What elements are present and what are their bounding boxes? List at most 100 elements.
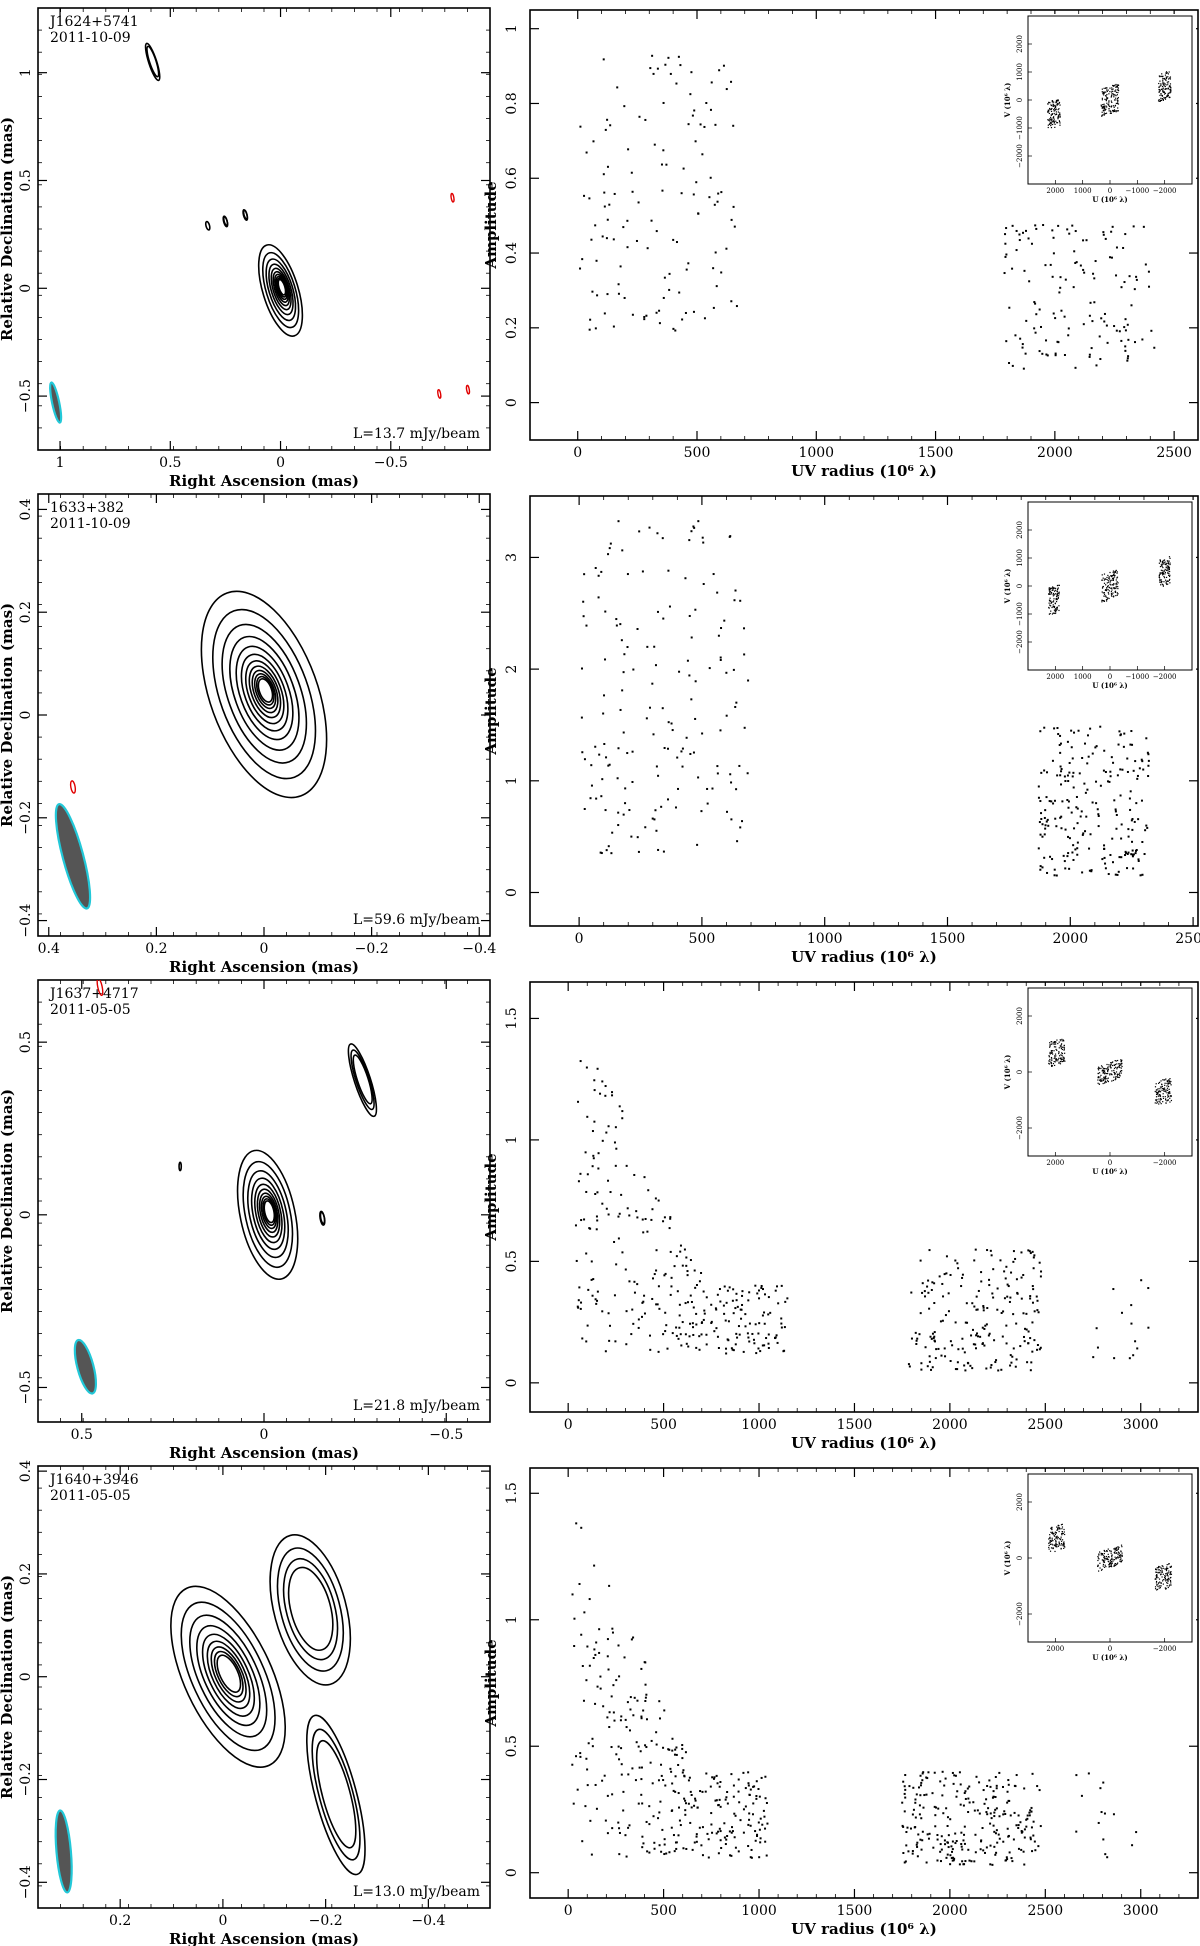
inset-uv-point [1107,1066,1109,1068]
inset-uv-point [1167,567,1169,569]
uv-point [608,1324,611,1327]
inset-uv-point [1158,1095,1160,1097]
uv-point [1147,270,1150,273]
uv-point [758,1795,761,1798]
inset-uv-point [1168,96,1170,98]
uv-point [718,1785,721,1788]
uv-point [579,1755,582,1758]
uv-point [744,1787,747,1790]
uv-point [655,311,658,314]
uv-point [1033,327,1036,330]
uv-point [686,1301,689,1304]
uv-point [619,265,622,268]
inset-uv-point [1114,1563,1117,1565]
uv-point [662,1333,665,1336]
inset-v-tick-label: 0 [1016,1556,1024,1560]
uv-point [734,1814,737,1817]
inset-uv-point [1055,1048,1057,1051]
uv-point [602,712,605,715]
inset-uv-point [1052,612,1054,614]
uv-point [1070,729,1073,732]
uv-point [651,682,654,685]
uv-point [626,752,629,755]
uv-point [1129,808,1132,811]
uv-point [1147,1287,1150,1290]
inset-uv-point [1120,1560,1123,1562]
uv-point [1052,236,1055,239]
uv-point [1007,1783,1010,1786]
uv-point [724,1843,727,1846]
uv-point [575,1259,578,1262]
uv-point [1002,1310,1005,1313]
uv-point [1112,1813,1115,1816]
inset-uv-point [1120,1554,1122,1556]
uv-y-tick-label: 0 [504,888,520,897]
uv-point [594,567,597,570]
uv-point [590,238,593,241]
uv-point [758,1828,761,1831]
inset-uv-point [1102,93,1104,95]
inset-uv-point [1060,1043,1063,1045]
uv-point [1097,825,1100,828]
inset-uv-point [1103,1552,1105,1555]
contour-component-4 [222,216,229,227]
inset-uv-point [1101,97,1103,99]
uv-point [618,1758,621,1761]
observation-date: 2011-10-09 [50,516,131,532]
inset-uv-point [1154,1086,1157,1088]
uv-point [952,1782,955,1785]
uv-point [1137,859,1140,862]
uv-point [914,1801,917,1804]
inset-u-tick-label: −1000 [1125,673,1149,681]
uv-point [1134,852,1137,855]
inset-uv-point [1117,1557,1119,1559]
inset-uv-point [1062,1542,1065,1544]
uv-point [1090,347,1093,350]
uv-point [1075,1774,1078,1777]
inset-uv-point [1052,1053,1054,1055]
uv-point [983,1327,986,1330]
uv-point [609,542,612,545]
uv-point [922,1771,925,1774]
inset-uv-point [1050,1059,1053,1061]
inset-uv-point [1049,1540,1051,1542]
uv-point [747,1782,750,1785]
uv-point [664,63,667,66]
uv-point [630,1638,633,1641]
inset-uv-point [1056,99,1059,102]
uv-point [1042,224,1045,227]
uv-point [687,1779,690,1782]
inset-uv-point [1112,571,1114,574]
inset-uv-point [1063,1048,1065,1050]
inset-uv-point [1113,96,1115,98]
inset-uv-point [1055,120,1057,122]
uv-point [709,108,712,111]
inset-uv-point [1063,1044,1065,1046]
uv-point [944,1777,947,1780]
inset-uv-point [1097,1077,1099,1079]
uv-point [985,1811,988,1814]
uv-point [922,1806,925,1809]
uv-point [1008,1799,1011,1802]
inset-uv-point [1117,97,1119,100]
inset-uv-point [1108,93,1110,95]
uv-point [606,218,609,221]
inset-uv-point [1167,88,1170,90]
inset-uv-point [1101,587,1104,589]
uv-point [684,1333,687,1336]
uv-point [1113,1357,1116,1360]
uv-point [930,1368,933,1371]
inset-uv-point [1111,1557,1113,1559]
inset-uv-point [1060,1543,1063,1545]
uv-point [927,1837,930,1840]
uv-point [1109,854,1112,857]
inset-uv-point [1055,1540,1057,1542]
inset-uv-point [1156,1571,1158,1573]
uv-point [995,1829,998,1832]
uv-point [940,1835,943,1838]
uv-point [1036,1309,1039,1312]
inset-uv-point [1118,1073,1120,1076]
uv-point [960,1845,963,1848]
inset-uv-point [1056,1546,1058,1548]
inset-uv-point [1103,105,1105,107]
